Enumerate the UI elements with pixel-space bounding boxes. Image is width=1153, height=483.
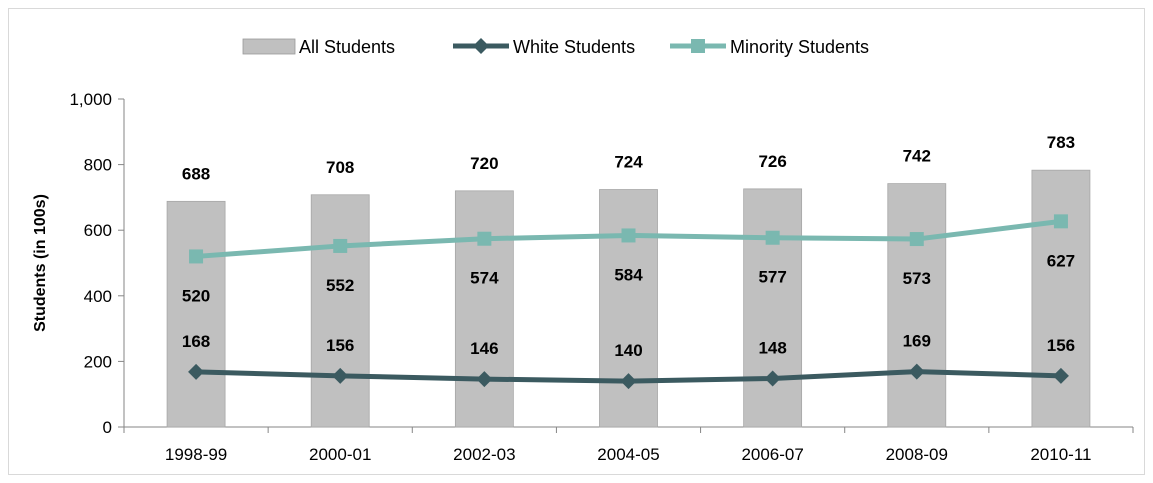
marker-white-students <box>620 373 637 390</box>
data-label-minority-students: 520 <box>182 286 210 305</box>
marker-white-students <box>1052 367 1069 384</box>
y-tick-label: 400 <box>84 287 112 306</box>
marker-white-students <box>332 367 349 384</box>
data-label-all-students: 688 <box>182 164 210 183</box>
data-label-all-students: 742 <box>903 147 931 166</box>
marker-minority-students <box>477 231 492 246</box>
data-label-white-students: 169 <box>903 332 931 351</box>
data-label-white-students: 156 <box>1047 336 1075 355</box>
marker-minority-students <box>621 228 636 243</box>
legend-item-minority-students[interactable]: Minority Students <box>670 37 869 57</box>
x-tick-label: 2004-05 <box>597 445 659 464</box>
marker-white-students <box>764 370 781 387</box>
bar-all-students <box>887 183 947 428</box>
data-label-white-students: 156 <box>326 336 354 355</box>
x-tick-label: 2010-11 <box>1030 445 1091 464</box>
data-label-all-students: 724 <box>614 153 643 172</box>
legend-diamond-icon <box>473 38 489 54</box>
data-label-minority-students: 584 <box>614 265 643 284</box>
data-label-minority-students: 573 <box>903 269 931 288</box>
data-label-white-students: 148 <box>758 338 786 357</box>
legend-swatch-all-students <box>242 38 296 55</box>
y-tick-label: 800 <box>84 156 112 175</box>
legend-label-minority-students: Minority Students <box>730 37 869 57</box>
data-label-all-students: 720 <box>470 154 498 173</box>
y-tick-label: 0 <box>103 418 112 437</box>
data-label-all-students: 708 <box>326 158 354 177</box>
data-label-white-students: 140 <box>614 341 642 360</box>
x-tick-label: 2000-01 <box>309 445 371 464</box>
y-tick-label: 200 <box>84 352 112 371</box>
x-tick-label: 1998-99 <box>165 445 227 464</box>
marker-minority-students <box>1053 214 1068 229</box>
marker-minority-students <box>765 230 780 245</box>
bar-all-students <box>599 189 658 428</box>
marker-minority-students <box>909 232 924 247</box>
y-axis-title: Students (in 100s) <box>32 194 49 332</box>
bar-all-students <box>743 188 803 428</box>
legend: All Students White Students Minority Stu… <box>242 37 869 57</box>
x-tick-label: 2002-03 <box>453 445 515 464</box>
data-label-all-students: 783 <box>1047 133 1075 152</box>
bar-all-students <box>166 200 226 428</box>
legend-item-white-students[interactable]: White Students <box>453 37 635 57</box>
bar-all-students <box>1031 169 1091 428</box>
marker-minority-students <box>189 249 204 264</box>
legend-label-all-students: All Students <box>299 37 395 57</box>
plot-area: 0 200 400 600 800 1,000 1998-99 2000-01 2002-03 2… <box>69 90 1134 464</box>
marker-minority-students <box>333 238 348 253</box>
data-label-minority-students: 577 <box>758 268 786 287</box>
marker-white-students <box>908 363 925 380</box>
data-label-minority-students: 552 <box>326 276 354 295</box>
legend-label-white-students: White Students <box>513 37 635 57</box>
data-label-white-students: 168 <box>182 332 210 351</box>
data-label-all-students: 726 <box>758 152 786 171</box>
bar-all-students <box>454 190 514 428</box>
x-tick-label: 2006-07 <box>741 445 803 464</box>
legend-square-icon <box>691 39 705 53</box>
data-label-minority-students: 627 <box>1047 251 1075 270</box>
data-label-minority-students: 574 <box>470 269 499 288</box>
marker-white-students <box>476 371 493 388</box>
data-label-white-students: 146 <box>470 339 498 358</box>
y-tick-label: 1,000 <box>69 90 112 109</box>
bar-all-students <box>310 194 370 428</box>
marker-white-students <box>188 363 205 380</box>
x-tick-label: 2008-09 <box>886 445 948 464</box>
y-tick-label: 600 <box>84 221 112 240</box>
legend-item-all-students[interactable]: All Students <box>242 37 395 57</box>
